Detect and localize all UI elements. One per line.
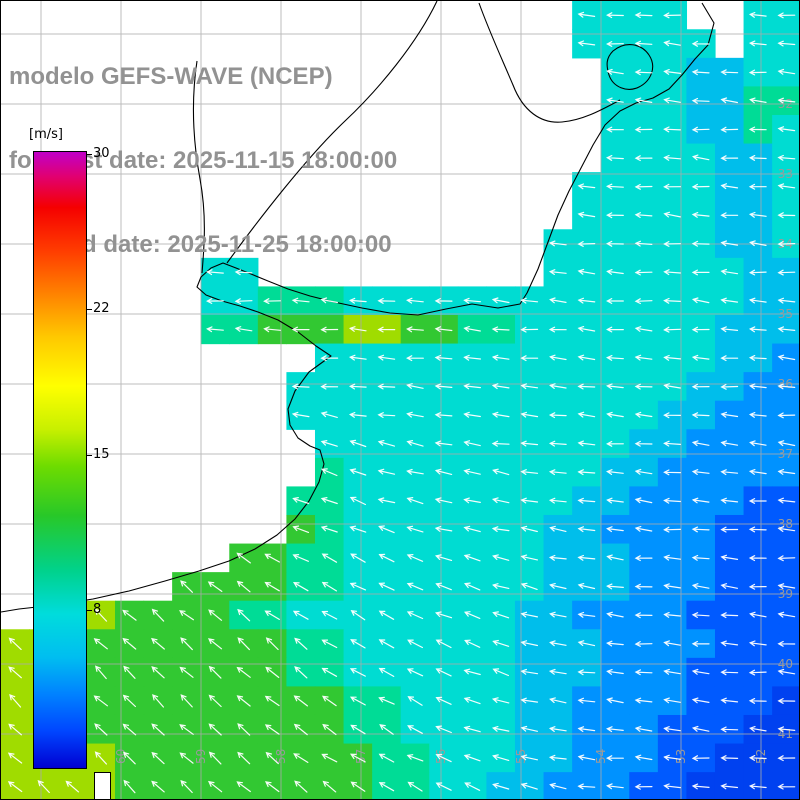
field-cell bbox=[600, 772, 630, 799]
field-cell bbox=[172, 772, 202, 799]
latitude-label: 39 bbox=[778, 587, 793, 601]
coastline-path bbox=[226, 1, 438, 264]
coastline-path bbox=[192, 60, 205, 274]
longitude-label: 59 bbox=[194, 749, 208, 764]
latitude-label: 33 bbox=[778, 167, 793, 181]
corner-marker-box bbox=[94, 772, 111, 799]
coastline-path bbox=[606, 44, 654, 90]
field-cell bbox=[743, 772, 773, 799]
field-cell bbox=[343, 772, 373, 799]
field-cell bbox=[686, 772, 716, 799]
longitude-label: 57 bbox=[354, 749, 368, 764]
legend-tick-value: 15 bbox=[93, 446, 110, 462]
legend-tick-mark bbox=[86, 454, 92, 456]
legend-tick-mark bbox=[86, 609, 92, 611]
coastline-path bbox=[478, 2, 621, 123]
field-cell bbox=[229, 772, 259, 799]
field-cell bbox=[200, 772, 230, 799]
field-cell bbox=[372, 772, 402, 799]
field-cell bbox=[714, 772, 745, 799]
longitude-label: 53 bbox=[674, 749, 688, 764]
legend-tick-value: 30 bbox=[93, 146, 110, 162]
field-cell bbox=[257, 772, 288, 799]
model-title: modelo GEFS-WAVE (NCEP) bbox=[9, 63, 333, 90]
legend-tick-mark bbox=[86, 309, 92, 311]
field-cell bbox=[457, 772, 488, 799]
latitude-label: 40 bbox=[778, 657, 793, 671]
longitude-label: 58 bbox=[274, 749, 288, 764]
field-cell bbox=[572, 772, 602, 799]
field-cell bbox=[114, 772, 145, 799]
coastline-layer bbox=[1, 1, 715, 613]
legend-unit-label: [m/s] bbox=[29, 127, 63, 142]
field-cell bbox=[486, 772, 516, 799]
latitude-label: 37 bbox=[778, 447, 793, 461]
field-cell bbox=[629, 772, 659, 799]
legend-tick-value: 22 bbox=[93, 301, 110, 317]
latitude-label: 36 bbox=[778, 377, 793, 391]
field-cell bbox=[57, 772, 88, 799]
field-cell bbox=[429, 772, 459, 799]
field-cell bbox=[657, 772, 688, 799]
longitude-label: 52 bbox=[754, 749, 768, 764]
latitude-label: 35 bbox=[778, 307, 793, 321]
color-scale-bar bbox=[33, 151, 87, 769]
field-cell bbox=[286, 772, 316, 799]
field-cell bbox=[772, 772, 799, 799]
field-cell bbox=[543, 772, 573, 799]
coastline-path bbox=[1, 2, 715, 613]
longitude-label: 54 bbox=[594, 749, 608, 764]
field-cell bbox=[314, 772, 345, 799]
field-cell bbox=[514, 772, 545, 799]
field-cell bbox=[1, 772, 30, 799]
legend-tick-value: 8 bbox=[93, 601, 102, 617]
field-cell bbox=[143, 772, 173, 799]
field-cell bbox=[400, 772, 430, 799]
color-scale-legend: [m/s] 30 22 15 8 bbox=[29, 127, 139, 799]
field-cell bbox=[29, 772, 59, 799]
legend-tick-mark bbox=[86, 154, 92, 156]
